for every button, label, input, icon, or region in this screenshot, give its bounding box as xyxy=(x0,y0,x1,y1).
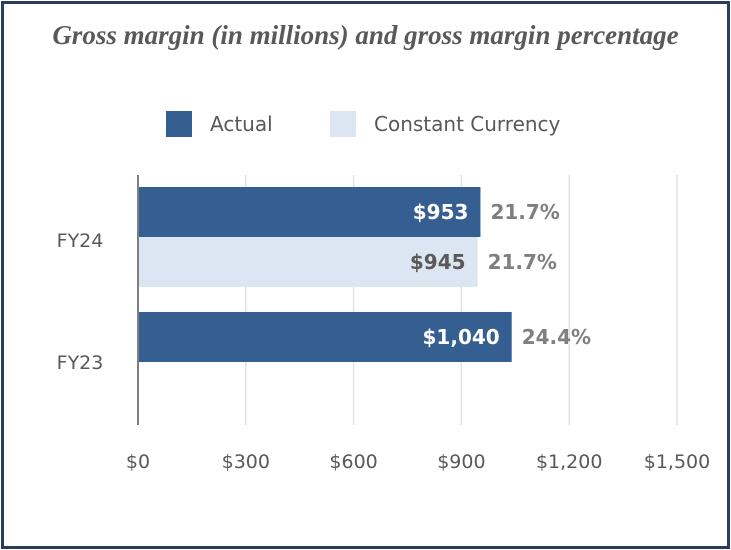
category-label: FY23 xyxy=(57,352,104,374)
x-tick-label: $0 xyxy=(126,451,150,473)
bar xyxy=(138,312,512,362)
x-tick-label: $300 xyxy=(222,451,270,473)
x-tick-label: $1,200 xyxy=(536,451,602,473)
x-tick-label: $600 xyxy=(329,451,377,473)
bar-percent-label: 24.4% xyxy=(522,325,591,349)
legend-label: Constant Currency xyxy=(374,112,561,136)
bar-value-label: $953 xyxy=(413,200,469,224)
legend-swatch xyxy=(330,111,356,137)
bar-value-label: $945 xyxy=(410,250,466,274)
bar xyxy=(138,237,478,287)
legend-swatch xyxy=(166,111,192,137)
category-label: FY24 xyxy=(57,230,104,252)
x-tick-label: $1,500 xyxy=(644,451,710,473)
bar-value-label: $1,040 xyxy=(423,325,500,349)
bar-percent-label: 21.7% xyxy=(488,250,557,274)
legend-label: Actual xyxy=(210,112,273,136)
x-tick-label: $900 xyxy=(437,451,485,473)
bar xyxy=(138,187,481,237)
chart-title: Gross margin (in millions) and gross mar… xyxy=(52,20,679,50)
bar-percent-label: 21.7% xyxy=(490,200,559,224)
